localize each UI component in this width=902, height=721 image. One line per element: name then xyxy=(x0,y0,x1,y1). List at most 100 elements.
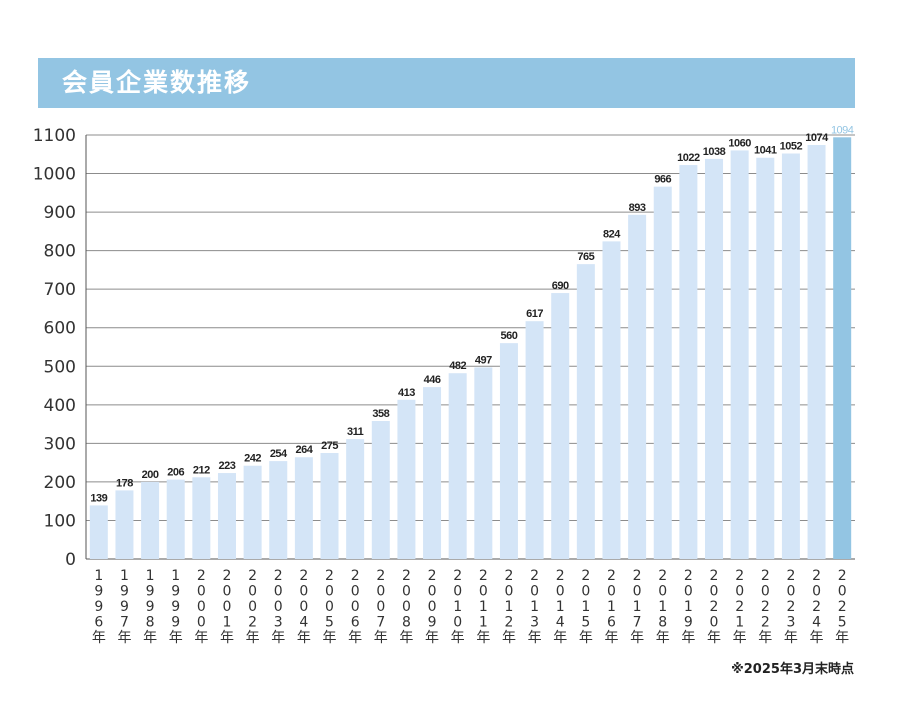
x-tick-label: 0 xyxy=(197,615,206,631)
x-tick-label: 1 xyxy=(658,599,667,615)
bar xyxy=(269,461,288,559)
x-tick-label: 0 xyxy=(223,584,232,600)
x-tick-label: 1 xyxy=(581,599,590,615)
y-tick-label: 1100 xyxy=(33,126,76,146)
data-label: 358 xyxy=(372,408,389,420)
x-tick-label: 年 xyxy=(297,630,311,646)
x-tick-label: 0 xyxy=(325,584,334,600)
x-tick-label: 3 xyxy=(274,615,283,631)
bar xyxy=(371,421,390,559)
x-tick-label: 2 xyxy=(197,568,206,584)
x-tick-label: 2 xyxy=(274,568,283,584)
chart-title: 会員企業数推移 xyxy=(62,68,252,97)
x-tick-label: 年 xyxy=(117,630,131,646)
x-tick-label: 5 xyxy=(838,615,847,631)
y-tick-label: 900 xyxy=(44,203,76,223)
x-tick-label: 9 xyxy=(120,584,129,600)
x-tick-label: 1 xyxy=(171,568,180,584)
x-tick-label: 年 xyxy=(553,630,567,646)
x-tick-label: 年 xyxy=(810,630,824,646)
x-tick-label: 2 xyxy=(504,615,513,631)
x-tick-label: 0 xyxy=(402,599,411,615)
x-tick-label: 2 xyxy=(479,568,488,584)
x-tick-label: 9 xyxy=(684,615,693,631)
x-tick-label: 1 xyxy=(453,599,462,615)
x-tick-label: 6 xyxy=(607,615,616,631)
x-tick-label: 0 xyxy=(274,599,283,615)
bar xyxy=(499,343,518,559)
data-label: 242 xyxy=(244,453,261,465)
bar xyxy=(833,137,852,559)
data-label: 966 xyxy=(654,174,671,186)
x-tick-label: 2 xyxy=(299,568,308,584)
x-tick-label: 0 xyxy=(453,615,462,631)
x-tick-label: 1 xyxy=(479,599,488,615)
x-tick-label: 9 xyxy=(171,599,180,615)
x-tick-label: 0 xyxy=(351,599,360,615)
x-tick-label: 0 xyxy=(710,615,719,631)
data-label: 275 xyxy=(321,440,338,452)
x-tick-label: 0 xyxy=(838,584,847,600)
x-tick-label: 5 xyxy=(325,615,334,631)
y-tick-label: 200 xyxy=(44,473,76,493)
x-tick-label: 0 xyxy=(325,599,334,615)
x-tick-label: 0 xyxy=(761,584,770,600)
y-tick-label: 800 xyxy=(44,242,76,262)
x-tick-label: 1 xyxy=(120,568,129,584)
x-tick-label: 0 xyxy=(248,599,257,615)
x-tick-label: 年 xyxy=(835,630,849,646)
x-tick-label: 9 xyxy=(428,615,437,631)
x-tick-label: 0 xyxy=(376,584,385,600)
x-tick-label: 4 xyxy=(299,615,308,631)
x-tick-label: 9 xyxy=(94,599,103,615)
y-tick-label: 500 xyxy=(44,357,76,377)
x-tick-label: 2 xyxy=(453,568,462,584)
x-tick-label: 9 xyxy=(120,599,129,615)
x-tick-label: 9 xyxy=(146,599,155,615)
bar xyxy=(448,373,467,559)
x-tick-label: 1 xyxy=(556,599,565,615)
x-tick-label: 1 xyxy=(633,599,642,615)
x-tick-label: 2 xyxy=(351,568,360,584)
x-tick-label: 年 xyxy=(271,630,285,646)
x-tick-label: 0 xyxy=(197,599,206,615)
x-tick-label: 0 xyxy=(735,584,744,600)
bar xyxy=(807,145,826,559)
x-tick-label: 0 xyxy=(581,584,590,600)
x-tick-label: 2 xyxy=(812,599,821,615)
x-tick-label: 2 xyxy=(530,568,539,584)
data-label: 690 xyxy=(552,280,569,292)
data-label: 413 xyxy=(398,387,415,399)
x-tick-label: 2 xyxy=(248,568,257,584)
x-tick-label: 1 xyxy=(735,615,744,631)
data-label: 1074 xyxy=(805,132,829,144)
bar xyxy=(576,264,595,559)
y-tick-label: 700 xyxy=(44,280,76,300)
x-tick-label: 7 xyxy=(376,615,385,631)
bar xyxy=(653,186,672,559)
x-tick-label: 2 xyxy=(633,568,642,584)
x-tick-label: 年 xyxy=(604,630,618,646)
data-label: 223 xyxy=(219,460,236,472)
bar xyxy=(525,321,544,559)
x-tick-label: 0 xyxy=(658,584,667,600)
x-tick-label: 4 xyxy=(812,615,821,631)
data-label: 824 xyxy=(603,228,621,240)
x-tick-label: 0 xyxy=(351,584,360,600)
x-tick-label: 年 xyxy=(220,630,234,646)
bar xyxy=(423,387,442,559)
x-tick-label: 年 xyxy=(92,630,106,646)
x-tick-label: 年 xyxy=(425,630,439,646)
bar xyxy=(397,399,416,559)
x-tick-label: 0 xyxy=(402,584,411,600)
x-tick-label: 1 xyxy=(94,568,103,584)
x-tick-label: 9 xyxy=(146,584,155,600)
bar xyxy=(192,477,211,559)
y-tick-label: 1000 xyxy=(33,165,76,185)
x-tick-label: 2 xyxy=(812,568,821,584)
data-label: 200 xyxy=(142,469,159,481)
x-tick-label: 0 xyxy=(504,584,513,600)
x-tick-label: 1 xyxy=(146,568,155,584)
x-tick-label: 年 xyxy=(630,630,644,646)
